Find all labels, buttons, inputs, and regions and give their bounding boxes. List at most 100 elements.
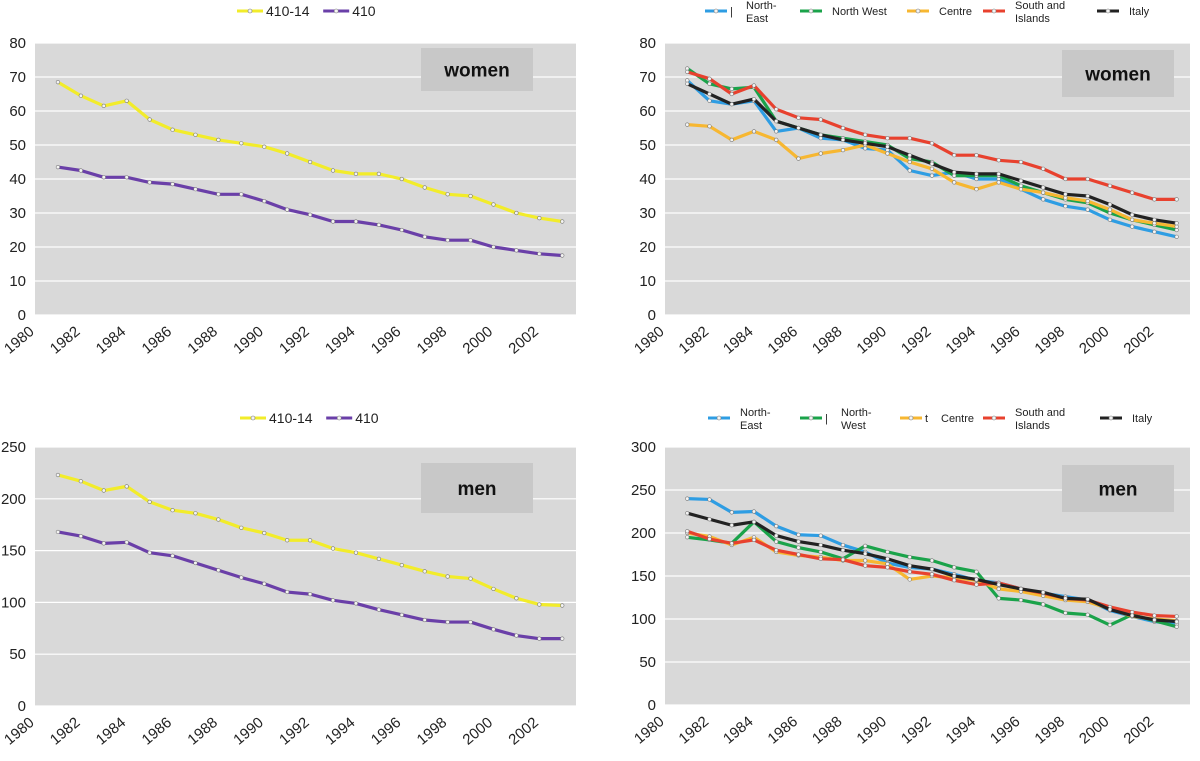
data-point-410 bbox=[376, 607, 381, 612]
data-point-north-east bbox=[685, 78, 690, 83]
y-tick-label: 100 bbox=[1, 594, 26, 611]
legend-label-italy: Italy bbox=[1132, 413, 1153, 425]
data-point-italy bbox=[863, 141, 868, 146]
legend-marker bbox=[991, 8, 997, 14]
y-tick-label: 0 bbox=[18, 698, 26, 715]
x-tick-label: 1982 bbox=[676, 713, 712, 747]
data-point-north-west bbox=[952, 173, 957, 178]
legend-label-north-east: North- bbox=[740, 407, 771, 419]
data-point-italy bbox=[996, 582, 1001, 587]
legend-marker bbox=[1105, 8, 1111, 14]
y-tick-label: 50 bbox=[9, 137, 26, 154]
data-point-410 bbox=[124, 540, 129, 545]
x-tick-label: 1990 bbox=[230, 323, 266, 357]
data-point-italy bbox=[907, 153, 912, 158]
data-point-410-14 bbox=[514, 596, 519, 601]
legend-prefix-mark: t bbox=[925, 413, 928, 425]
data-point-410-14 bbox=[491, 202, 496, 207]
data-point-north-west bbox=[1018, 183, 1024, 188]
data-point-north-east bbox=[818, 533, 823, 538]
data-point-north-east bbox=[707, 497, 712, 502]
y-tick-label: 0 bbox=[648, 307, 656, 324]
x-tick-label: 1996 bbox=[987, 713, 1023, 747]
data-point-italy bbox=[952, 573, 957, 579]
y-tick-label: 10 bbox=[639, 273, 656, 290]
data-point-410 bbox=[147, 180, 152, 185]
data-point-italy bbox=[1063, 596, 1068, 601]
data-point-north-east bbox=[818, 136, 823, 141]
data-point-south-and-islands bbox=[1130, 610, 1135, 615]
panel-label-box bbox=[421, 48, 533, 91]
data-point-italy bbox=[929, 567, 935, 572]
data-point-italy bbox=[840, 137, 846, 142]
data-point-410 bbox=[399, 612, 404, 617]
x-tick-label: 1988 bbox=[809, 713, 845, 747]
data-point-north-west bbox=[729, 86, 734, 91]
legend-label-south-and-islands: Islands bbox=[1015, 420, 1050, 432]
data-point-centre bbox=[774, 137, 779, 142]
legend-label-south-and-islands: South and bbox=[1015, 407, 1065, 419]
y-tick-label: 20 bbox=[639, 239, 656, 256]
panel-label: men bbox=[1098, 480, 1137, 501]
x-tick-label: 1998 bbox=[1032, 713, 1068, 747]
data-point-italy bbox=[1152, 217, 1157, 222]
data-point-410 bbox=[262, 581, 267, 586]
legend-marker bbox=[908, 415, 914, 421]
data-point-410 bbox=[170, 553, 175, 558]
data-point-410 bbox=[445, 238, 450, 243]
y-tick-label: 250 bbox=[631, 482, 656, 499]
data-point-410 bbox=[468, 238, 473, 243]
data-point-centre bbox=[1063, 195, 1068, 200]
data-point-410-14 bbox=[101, 488, 106, 493]
data-point-italy bbox=[1107, 607, 1113, 612]
data-point-south-and-islands bbox=[729, 91, 734, 97]
data-point-italy bbox=[929, 161, 935, 166]
data-point-410-14 bbox=[239, 141, 244, 146]
data-point-410 bbox=[353, 219, 359, 224]
data-point-italy bbox=[796, 125, 801, 131]
x-tick-label: 1984 bbox=[93, 714, 129, 748]
x-tick-label: 1994 bbox=[943, 713, 979, 747]
data-point-410-14 bbox=[285, 538, 290, 543]
x-tick-label: 1996 bbox=[368, 714, 404, 748]
chart-women-410: 0 10 20 30 40 50 60 70 80 1980 1982 1984 1986 1988 199… bbox=[1, 3, 576, 358]
legend-prefix-mark: | bbox=[730, 6, 733, 18]
data-point-410-14 bbox=[491, 586, 496, 592]
legend-label-north-west: West bbox=[841, 420, 866, 432]
data-point-north-west bbox=[774, 539, 779, 544]
data-point-north-east bbox=[1130, 224, 1135, 229]
data-point-410 bbox=[216, 192, 221, 197]
data-point-centre bbox=[1018, 187, 1024, 192]
x-tick-label: 1982 bbox=[47, 323, 83, 357]
data-point-italy bbox=[751, 96, 757, 102]
legend-marker bbox=[333, 8, 339, 14]
data-point-south-and-islands bbox=[1152, 613, 1157, 618]
legend-label-north-east: North- bbox=[746, 0, 777, 12]
legend-label-410: 410 bbox=[352, 3, 376, 19]
data-point-410-14 bbox=[78, 93, 83, 98]
data-point-410 bbox=[55, 529, 61, 535]
data-point-italy bbox=[729, 102, 734, 107]
legend-marker bbox=[250, 415, 256, 421]
legend-label-north-west: North- bbox=[841, 407, 872, 419]
legend-label-north-east: East bbox=[740, 420, 762, 432]
data-point-north-east bbox=[774, 524, 779, 529]
data-point-north-east bbox=[1085, 207, 1090, 212]
chart-men-regions: 0 50 100 150 200 250 300 1980 1982 1984 1986 1988 19… bbox=[631, 407, 1190, 748]
data-point-italy bbox=[996, 171, 1001, 176]
data-point-italy bbox=[1041, 185, 1046, 190]
data-point-410-14 bbox=[330, 168, 336, 173]
data-point-italy bbox=[796, 539, 801, 544]
panel-label-box bbox=[1062, 465, 1174, 512]
data-point-north-east bbox=[751, 509, 757, 514]
data-point-410 bbox=[422, 234, 427, 239]
y-tick-label: 40 bbox=[639, 171, 656, 188]
data-point-410 bbox=[399, 227, 404, 233]
data-point-north-west bbox=[685, 535, 690, 540]
panel-label: women bbox=[443, 61, 509, 82]
data-point-410-14 bbox=[307, 159, 313, 165]
data-point-italy bbox=[1085, 597, 1090, 602]
data-point-italy bbox=[1174, 619, 1179, 624]
chart-0-content: 0 10 20 30 40 50 60 70 80 1980 1982 1984 1986 1988 199… bbox=[1, 3, 576, 358]
